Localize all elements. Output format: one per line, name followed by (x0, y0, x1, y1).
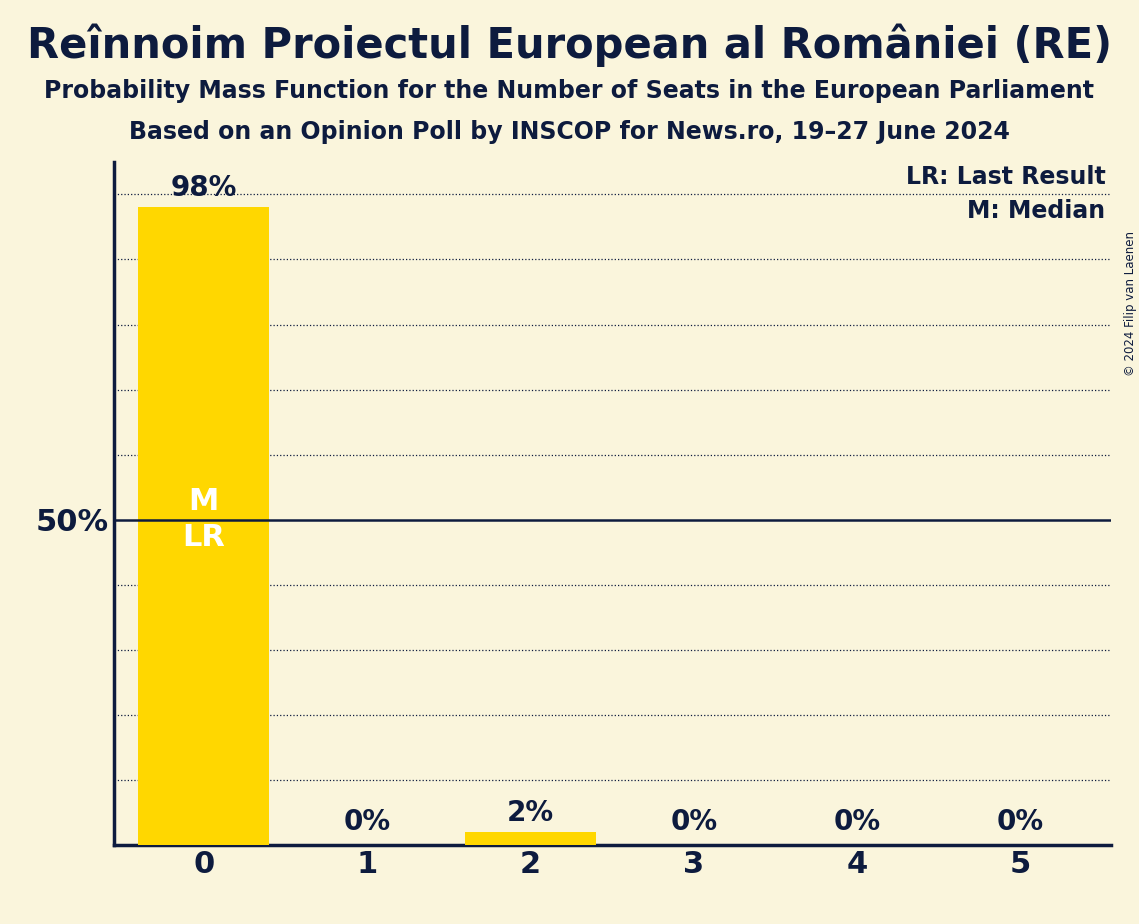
Text: 0%: 0% (834, 808, 880, 835)
Text: © 2024 Filip van Laenen: © 2024 Filip van Laenen (1124, 231, 1137, 376)
Text: Based on an Opinion Poll by INSCOP for News.ro, 19–27 June 2024: Based on an Opinion Poll by INSCOP for N… (129, 120, 1010, 144)
Text: 0%: 0% (344, 808, 391, 835)
Text: M
LR: M LR (182, 488, 226, 553)
Text: 98%: 98% (171, 174, 237, 202)
Text: Reînnoim Proiectul European al României (RE): Reînnoim Proiectul European al României … (27, 23, 1112, 67)
Bar (139, 207, 269, 845)
Text: 2%: 2% (507, 799, 554, 827)
Text: M: Median: M: Median (967, 200, 1106, 224)
Bar (465, 833, 596, 845)
Text: Probability Mass Function for the Number of Seats in the European Parliament: Probability Mass Function for the Number… (44, 79, 1095, 103)
Text: 0%: 0% (997, 808, 1044, 835)
Text: LR: Last Result: LR: Last Result (906, 165, 1106, 189)
Text: 0%: 0% (671, 808, 718, 835)
